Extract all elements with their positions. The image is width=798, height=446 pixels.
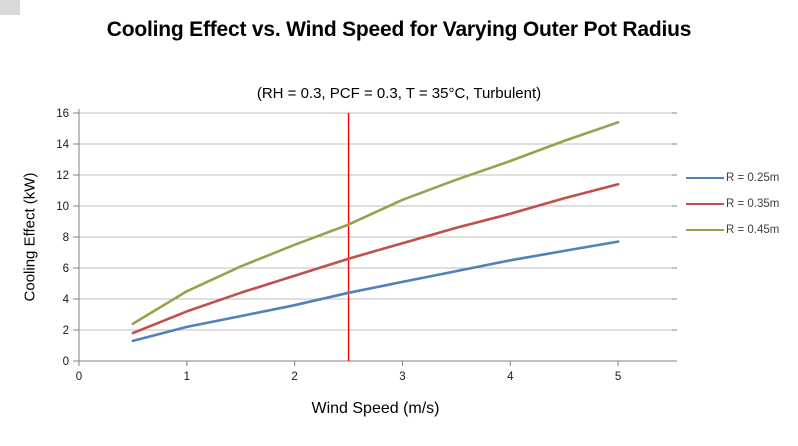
y-tick-label: 10: [56, 201, 69, 213]
corner-box: [0, 0, 20, 15]
chart-title: Cooling Effect vs. Wind Speed for Varyin…: [106, 18, 692, 41]
series-line: [131, 121, 620, 326]
series-line: [131, 183, 620, 335]
x-tick-label: 4: [507, 371, 514, 383]
legend-label: R = 0.45m: [726, 224, 780, 236]
y-tick-label: 14: [56, 139, 69, 151]
legend-label: R = 0.25m: [726, 172, 780, 184]
x-tick-label: 2: [291, 371, 297, 383]
series-line: [131, 240, 620, 343]
legend-item: R = 0.25m: [686, 172, 779, 184]
y-tick-label: 2: [63, 325, 69, 337]
legend-label: R = 0.35m: [726, 198, 780, 210]
x-tick-label: 1: [184, 371, 190, 383]
y-tick-label: 12: [56, 170, 69, 182]
y-tick-label: 16: [56, 108, 69, 120]
y-tick-label: 8: [63, 232, 69, 244]
x-tick-label: 3: [399, 371, 405, 383]
y-tick-label: 4: [63, 294, 70, 306]
legend: R = 0.25m R = 0.35m R = 0.45m: [686, 172, 779, 236]
x-tick-label: 0: [76, 371, 82, 383]
legend-item: R = 0.45m: [686, 224, 779, 236]
legend-item: R = 0.35m: [686, 198, 779, 210]
x-tick-label: 5: [615, 371, 621, 383]
y-tick-label: 0: [63, 356, 69, 368]
x-axis-title: Wind Speed (m/s): [311, 400, 440, 417]
legend-line-sample: [686, 229, 724, 231]
legend-line-sample: [686, 177, 724, 179]
chart-subtitle: (RH = 0.3, PCF = 0.3, T = 35°C, Turbulen…: [256, 85, 542, 102]
y-tick-label: 6: [63, 263, 69, 275]
legend-line-sample: [686, 203, 724, 205]
